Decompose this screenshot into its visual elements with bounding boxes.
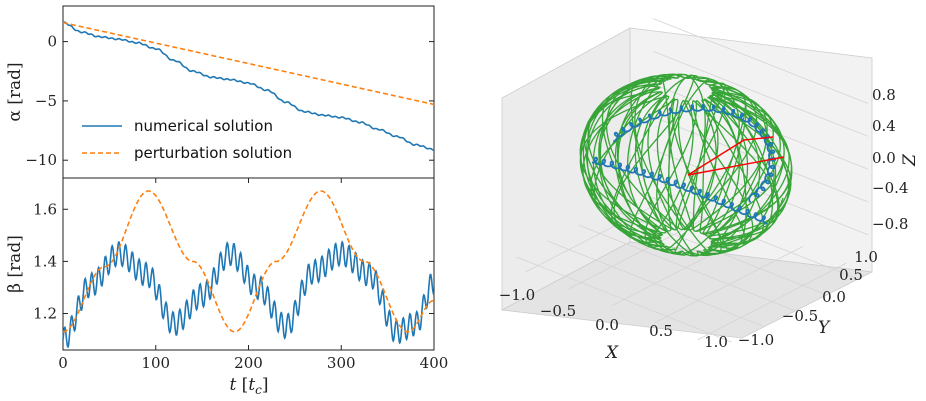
vectors (687, 136, 785, 176)
x-axis-label: X (604, 343, 619, 363)
vector-3 (743, 136, 774, 141)
x3d-tick-label: −0.5 (540, 302, 576, 320)
y3d-tick-label: 1.0 (854, 248, 878, 266)
y-axis-label: Y (818, 318, 831, 338)
y-tick-label: 1.2 (33, 305, 57, 323)
z3d-tick-label: 0.0 (872, 149, 896, 167)
y-tick-label: 1.6 (33, 200, 57, 218)
z3d-tick-label: −0.4 (872, 179, 908, 197)
alpha-series (62, 21, 435, 151)
beta-x-ticks: 0 100 200 300 400 (58, 178, 448, 372)
pane-floor (500, 241, 874, 339)
grid-line (697, 262, 847, 341)
green-trajectory (579, 73, 793, 257)
x3d-tick-label: 0.5 (649, 322, 673, 340)
y-tick-label: 1.4 (33, 252, 57, 270)
z-axis-label: Z (900, 153, 920, 167)
legend: numerical solution perturbation solution (82, 117, 292, 162)
grid-line (654, 245, 804, 324)
series-perturbation-solution (62, 190, 434, 333)
time-xlabel-unit-t: t (248, 375, 255, 395)
sphere-panel: −1.0−0.50.0 0.51.0 −1.0−0.50.00.51.0−0.8−0… (499, 18, 920, 363)
grid-3d (516, 18, 869, 343)
beta-ylabel: β [rad] (5, 235, 25, 293)
y-tick-label: −5 (35, 92, 57, 110)
y-tick-label: 0 (47, 33, 57, 51)
z3d-tick-label: −0.8 (872, 215, 908, 233)
x3d-tick-label: 1.0 (704, 333, 728, 351)
x3d-tick-label: −1.0 (499, 286, 535, 304)
x-tick-label: 100 (141, 354, 170, 372)
blue-track (591, 103, 777, 225)
x-tick-label: 400 (420, 354, 449, 372)
x-tick-label: 200 (234, 354, 263, 372)
z3d-tick-label: 0.8 (872, 86, 896, 104)
grid-line (652, 50, 869, 137)
alpha-ylabel: α [rad] (5, 62, 25, 121)
vector-1 (687, 156, 785, 176)
y3d-tick-label: −0.5 (782, 307, 818, 325)
grid-line (652, 18, 869, 104)
beta-axes-frame (62, 177, 435, 351)
vector-2 (687, 139, 745, 176)
x3d-tick-label: 0.0 (595, 316, 619, 334)
y3d-tick-label: 0.5 (839, 266, 863, 284)
alpha-panel: 0 −5 −10 α [rad] numerical solution pertur… (5, 5, 435, 179)
time-xlabel: t [tc] (229, 375, 268, 397)
beta-series (62, 190, 435, 348)
grid-line (578, 224, 794, 311)
series-numerical-solution (62, 21, 434, 151)
ticks-3d: −1.0−0.50.0 0.51.0 −1.0−0.50.00.51.0−0.8−0… (499, 86, 909, 351)
sphere-trajectory (579, 73, 793, 257)
series-perturbation-solution (62, 21, 435, 106)
legend-numerical: numerical solution (134, 117, 273, 135)
y3d-tick-label: 0.0 (822, 288, 846, 306)
x-tick-label: 0 (58, 354, 68, 372)
alpha-y-ticks: 0 −5 −10 (25, 33, 434, 169)
beta-y-ticks: 1.2 1.4 1.6 (33, 200, 434, 323)
time-xlabel-unit-sub: c (255, 383, 262, 397)
z3d-tick-label: 0.4 (872, 117, 896, 135)
y3d-tick-label: −1.0 (738, 331, 774, 349)
beta-panel: 1.2 1.4 1.6 0 100 200 300 400 β [rad] t [tc] (5, 177, 448, 397)
blue-track-upper (612, 103, 777, 204)
y-tick-label: −10 (25, 151, 57, 169)
x-tick-label: 300 (327, 354, 356, 372)
legend-perturbation: perturbation solution (134, 144, 292, 162)
blue-track-lower (591, 156, 768, 225)
time-xlabel-main: t (229, 375, 236, 395)
series-numerical-solution (62, 240, 435, 348)
